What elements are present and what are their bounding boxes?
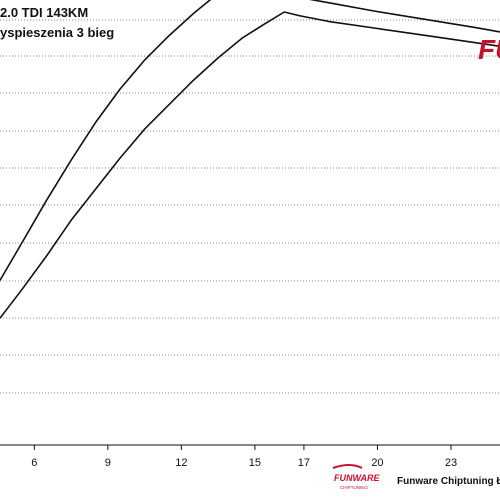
x-tick-label: 17	[298, 457, 310, 469]
footer-logo-swoosh	[332, 464, 363, 469]
x-tick-layer: 6 9 12 15 17 20 23	[31, 445, 457, 469]
x-tick-label: 20	[371, 457, 383, 469]
brand-logo: FU	[478, 34, 500, 65]
series-layer	[0, 0, 500, 319]
footer-logo-subtext: CHIPTUNING	[340, 485, 368, 490]
series-line-1	[0, 0, 500, 281]
x-tick-label: 12	[175, 457, 187, 469]
footer-logo-text: FUNWARE	[334, 473, 380, 483]
brand-logo-text: FU	[478, 34, 500, 65]
x-tick-label: 9	[105, 457, 111, 469]
x-tick-label: 15	[249, 457, 261, 469]
grid-lines	[0, 19, 500, 394]
footer-logo: FUNWARE CHIPTUNING	[332, 464, 380, 490]
chart-title: 2.0 TDI 143KM	[0, 5, 88, 20]
x-tick-label: 6	[31, 457, 37, 469]
series-line-2	[0, 11, 500, 319]
chart-subtitle: yspieszenia 3 bieg	[0, 25, 114, 40]
footer-credit: Funware Chiptuning Łód	[397, 476, 500, 487]
x-tick-label: 23	[445, 457, 457, 469]
